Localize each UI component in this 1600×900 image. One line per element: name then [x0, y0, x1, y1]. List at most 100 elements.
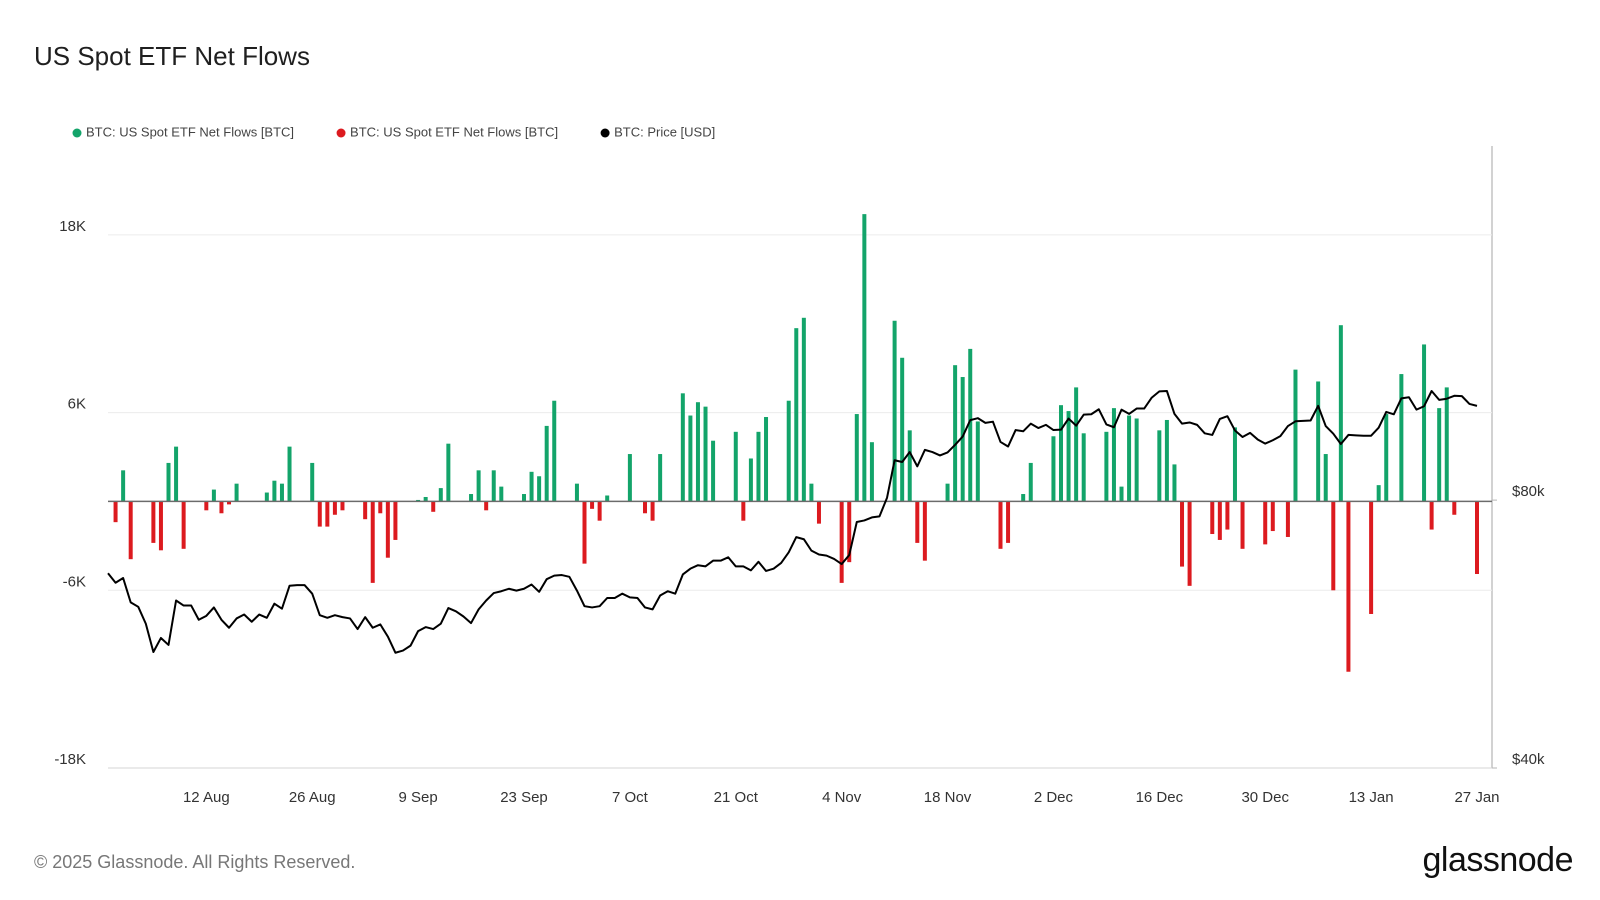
bar [1127, 415, 1132, 502]
bar [1081, 433, 1086, 502]
bar [166, 462, 171, 502]
bar [340, 501, 345, 511]
bar [529, 471, 534, 502]
bar [1134, 418, 1139, 502]
legend-marker [336, 128, 346, 138]
bar [1384, 414, 1389, 502]
legend-marker [600, 128, 610, 138]
bar [582, 501, 587, 564]
y-tick-label: 6K [68, 396, 86, 413]
bar [1119, 486, 1124, 502]
bar [756, 431, 761, 502]
bar [310, 462, 315, 502]
bar [544, 425, 549, 502]
bar [733, 431, 738, 502]
bar [491, 470, 496, 502]
bar [869, 442, 874, 502]
bar [499, 486, 504, 502]
bar [446, 443, 451, 502]
bar [945, 483, 950, 502]
bar [816, 501, 821, 524]
y2-tick-label: $40k [1512, 751, 1545, 768]
bar [1210, 501, 1215, 535]
bar [915, 501, 920, 543]
bar [279, 483, 284, 502]
bar [786, 400, 791, 502]
bar [764, 417, 769, 502]
bar [590, 501, 595, 509]
bar [862, 214, 867, 502]
bar [363, 501, 368, 520]
x-tick-label: 12 Aug [183, 789, 230, 806]
bar [385, 501, 390, 558]
bar [650, 501, 655, 521]
bar [211, 489, 216, 502]
bar [975, 421, 980, 502]
bar [1331, 501, 1336, 591]
bar [1475, 501, 1479, 574]
x-tick-label: 2 Dec [1034, 789, 1074, 806]
bar [1346, 501, 1351, 672]
bar [1285, 501, 1290, 537]
bar [907, 430, 912, 502]
y-tick-label: -6K [63, 573, 86, 590]
bar [688, 415, 693, 502]
bar [968, 348, 973, 502]
x-tick-label: 4 Nov [822, 789, 862, 806]
x-tick-label: 26 Aug [289, 789, 336, 806]
bar [1021, 494, 1026, 502]
bar [1369, 501, 1374, 614]
x-tick-label: 21 Oct [714, 789, 759, 806]
bars [113, 214, 1479, 672]
x-tick-label: 18 Nov [924, 789, 972, 806]
bar [219, 501, 224, 514]
x-tick-label: 9 Sep [399, 789, 438, 806]
bar [1263, 501, 1268, 545]
bar [854, 414, 859, 502]
bar [1028, 462, 1033, 502]
bar [1452, 501, 1457, 515]
bar [597, 501, 602, 521]
bar [227, 501, 232, 505]
bar [370, 501, 375, 583]
bar [1316, 381, 1321, 502]
bar [1437, 408, 1442, 502]
bar [537, 476, 542, 502]
bar [423, 496, 428, 502]
bar [484, 501, 489, 511]
legend-label: BTC: US Spot ETF Net Flows [BTC] [350, 124, 558, 139]
bar [960, 377, 965, 502]
bar [922, 501, 927, 561]
bar [605, 495, 610, 502]
x-tick-label: 27 Jan [1454, 789, 1499, 806]
bar [393, 501, 398, 540]
bar [158, 501, 163, 551]
bar [325, 501, 330, 527]
bar [1338, 325, 1343, 502]
bar [1172, 464, 1177, 502]
bar [431, 501, 436, 512]
bar [1429, 501, 1434, 530]
bar [794, 328, 799, 502]
y-tick-label: 18K [59, 218, 86, 235]
bar [703, 406, 708, 502]
bar [264, 492, 269, 502]
bar [1240, 501, 1245, 549]
y-tick-label: -18K [54, 751, 86, 768]
bar [748, 458, 753, 502]
x-tick-label: 23 Sep [500, 789, 548, 806]
bar [438, 488, 443, 502]
bar [332, 501, 337, 515]
bar [234, 483, 239, 502]
bar [695, 402, 700, 502]
x-tick-label: 13 Jan [1349, 789, 1394, 806]
bar [998, 501, 1003, 549]
bar [627, 454, 632, 502]
bar [552, 400, 557, 502]
bar [1376, 485, 1381, 502]
price-line [107, 390, 1478, 654]
bar [1323, 454, 1328, 502]
legend-label: BTC: Price [USD] [614, 124, 715, 139]
